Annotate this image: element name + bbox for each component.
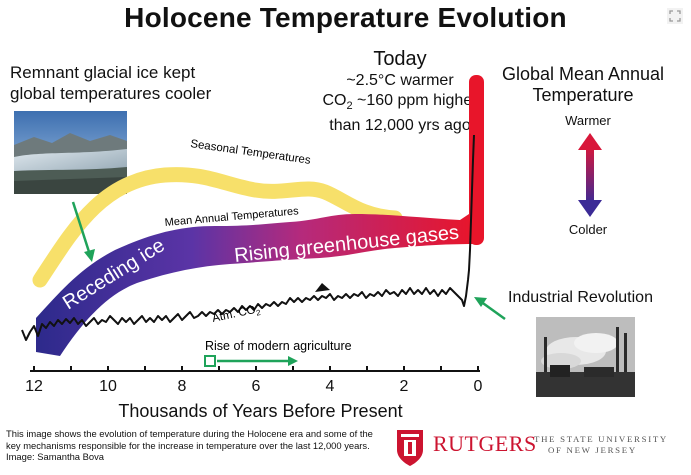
atm-co2-label: Atm. CO2 — [211, 303, 262, 327]
today-line-warmer: ~2.5°C warmer — [346, 72, 454, 89]
agriculture-arrow-icon — [217, 356, 298, 366]
x-axis-tick-marks — [33, 366, 479, 371]
agriculture-label: Rise of modern agriculture — [205, 339, 352, 353]
expand-icon[interactable] — [667, 8, 683, 24]
univ-line1: THE STATE UNIVERSITY — [534, 434, 668, 444]
x-tick-0: 0 — [473, 378, 483, 395]
gmat-line2: Temperature — [532, 85, 634, 105]
x-tick-4: 4 — [325, 378, 335, 395]
today-line-since: than 12,000 yrs ago — [329, 117, 471, 135]
warmer-label: Warmer — [565, 113, 611, 128]
caption-line1: This image shows the evolution of temper… — [6, 428, 373, 439]
today-title: Today — [373, 48, 427, 70]
glacial-note-line2: global temperatures cooler — [10, 84, 212, 103]
glacial-note-line1: Remnant glacial ice kept — [10, 63, 196, 82]
rutgers-shield-icon — [397, 430, 423, 466]
x-tick-12: 12 — [25, 378, 43, 395]
colder-label: Colder — [568, 222, 608, 237]
page-title: Holocene Temperature Evolution — [124, 2, 567, 33]
co2-subscript: 2 — [346, 100, 353, 113]
gmat-legend-title: Global Mean Annual Temperature — [498, 64, 668, 106]
x-tick-10: 10 — [99, 378, 117, 395]
glacial-ice-note: Remnant glacial ice kept global temperat… — [10, 62, 211, 104]
co2-arrow-icon — [315, 283, 330, 292]
mean-annual-temperature-band — [36, 210, 475, 356]
co2-suffix: ~160 ppm higher — [352, 92, 478, 109]
x-tick-6: 6 — [251, 378, 261, 395]
caption-line3: Image: Samantha Bova — [6, 451, 104, 462]
university-subtitle: THE STATE UNIVERSITY OF NEW JERSEY — [534, 434, 668, 456]
industrial-arrow-icon — [474, 297, 506, 321]
glacier-arrow-icon — [71, 201, 95, 262]
image-caption: This image shows the evolution of temper… — [6, 428, 373, 463]
today-summary: Today ~2.5°C warmer CO2 ~160 ppm higher … — [300, 48, 500, 136]
temperature-scale-arrow-icon — [578, 133, 602, 217]
x-tick-8: 8 — [177, 378, 187, 395]
today-temperature-spike — [469, 75, 484, 245]
x-axis-label: Thousands of Years Before Present — [118, 401, 403, 421]
gmat-line1: Global Mean Annual — [501, 64, 665, 84]
rutgers-wordmark: RUTGERS — [433, 431, 537, 456]
caption-line2: key mechanisms responsible for the incre… — [6, 439, 370, 451]
glacier-photo — [14, 111, 127, 194]
agriculture-marker — [204, 355, 216, 367]
atm-co2-subscript: 2 — [255, 308, 262, 318]
industrial-photo — [536, 317, 635, 397]
seasonal-temperatures-label: Seasonal Temperatures — [190, 138, 312, 167]
today-line-co2: CO2 ~160 ppm higher — [300, 91, 500, 116]
industrial-revolution-label: Industrial Revolution — [508, 289, 653, 306]
univ-line2: OF NEW JERSEY — [548, 445, 637, 455]
x-tick-2: 2 — [399, 378, 409, 395]
atm-co2-curve — [21, 134, 475, 341]
co2-text: CO — [322, 92, 347, 109]
seasonal-temperature-curve — [32, 167, 403, 288]
